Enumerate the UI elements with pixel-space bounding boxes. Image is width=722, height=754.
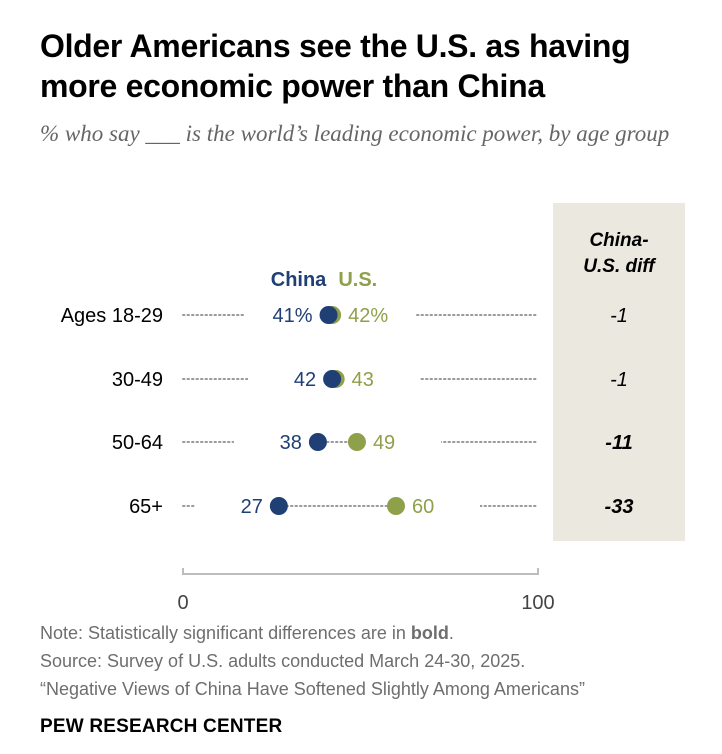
diff-value: -1 [610, 369, 628, 391]
row-label: 30-49 [112, 369, 163, 391]
label-gap-right [402, 493, 480, 519]
diff-value: -1 [610, 305, 628, 327]
note: Note: Statistically significant differen… [40, 621, 454, 645]
chart-subtitle: % who say ___ is the world’s leading eco… [40, 121, 670, 146]
us-value-label: 49 [373, 432, 395, 454]
label-gap-right [362, 429, 441, 455]
us-dot [387, 497, 405, 515]
china-dot [323, 370, 342, 388]
label-gap-left [233, 429, 312, 455]
diff-value: -33 [605, 496, 634, 518]
row-label: Ages 18-29 [61, 305, 163, 327]
report-title: “Negative Views of China Have Softened S… [40, 679, 585, 699]
diff-header: China- U.S. diff [553, 228, 685, 280]
us-dot [347, 433, 366, 451]
china-dot [319, 306, 338, 324]
source: Source: Survey of U.S. adults conducted … [40, 651, 526, 671]
diff-panel [553, 203, 685, 541]
label-gap-left [194, 493, 273, 519]
us-value-label: 43 [352, 369, 374, 391]
chart-title: Older Americans see the U.S. as having m… [40, 28, 631, 104]
label-gap-right [341, 366, 420, 392]
us-value-label: 42% [348, 305, 388, 327]
china-value-label: 38 [280, 432, 302, 454]
label-gap-left [248, 366, 327, 392]
china-value-label: 41% [273, 305, 313, 327]
china-value-label: 42 [294, 369, 316, 391]
diff-header-line1: China- [589, 230, 649, 251]
note-suffix: . [448, 623, 454, 643]
diff-header-line2: U.S. diff [583, 256, 655, 277]
us-value-label: 60 [412, 496, 434, 518]
legend-china: China [271, 269, 327, 291]
label-gap-left [244, 302, 323, 328]
legend-us: U.S. [338, 269, 377, 291]
x-tick-label: 100 [521, 592, 554, 614]
china-dot [308, 433, 327, 451]
note-bold: bold [410, 623, 449, 643]
label-gap-right [338, 302, 417, 328]
diff-value: -11 [605, 432, 632, 454]
china-value-label: 27 [241, 496, 263, 518]
pew-logo-text: PEW RESEARCH CENTER [40, 716, 283, 737]
row-label: 65+ [129, 496, 163, 518]
row-label: 50-64 [112, 432, 163, 454]
x-tick-label: 0 [177, 592, 188, 614]
note-prefix: Note: Statistically significant differen… [40, 623, 411, 643]
china-dot [269, 497, 288, 515]
